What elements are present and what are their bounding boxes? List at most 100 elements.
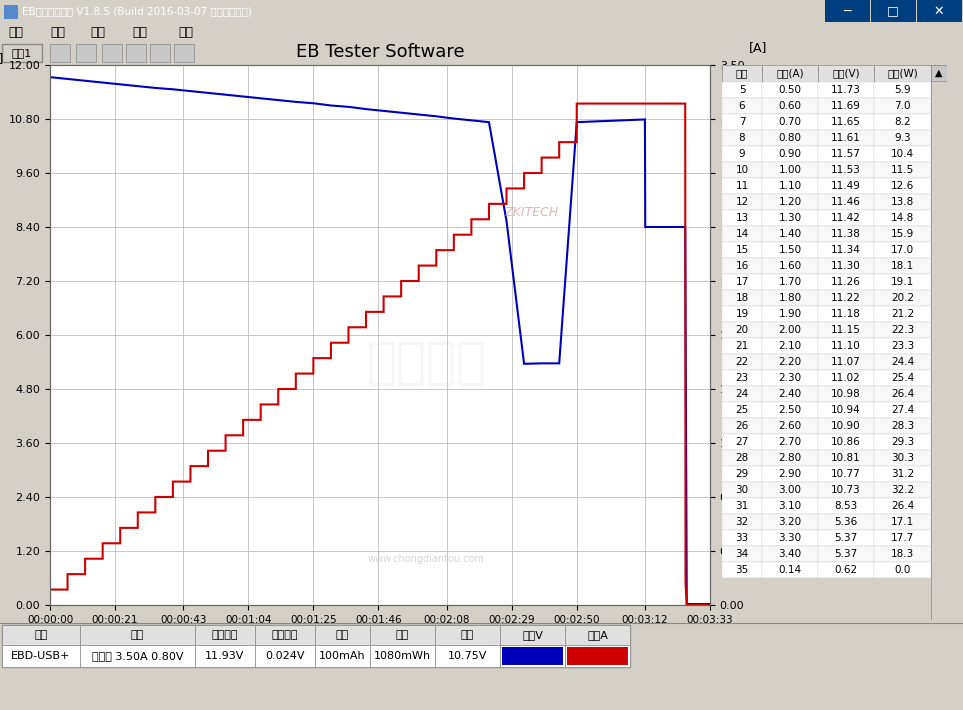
Text: 电压(V): 电压(V) — [832, 68, 860, 79]
Text: 5.36: 5.36 — [834, 517, 858, 527]
Bar — [722, 482, 762, 498]
Bar — [874, 370, 931, 386]
Text: 2.40: 2.40 — [778, 389, 801, 399]
Bar — [195, 645, 255, 667]
Bar — [874, 146, 931, 162]
Bar — [762, 194, 818, 210]
Text: 设置: 设置 — [132, 26, 147, 38]
Text: 2.30: 2.30 — [778, 373, 801, 383]
Text: 31: 31 — [736, 501, 748, 511]
Text: 1.10: 1.10 — [778, 181, 801, 191]
Text: ─: ─ — [844, 4, 850, 18]
Bar — [762, 514, 818, 530]
Bar — [818, 258, 874, 274]
Bar — [818, 242, 874, 258]
Bar — [762, 258, 818, 274]
Text: 1.70: 1.70 — [778, 277, 801, 287]
Bar — [722, 82, 762, 98]
Text: 28.3: 28.3 — [891, 421, 914, 431]
Bar — [818, 274, 874, 290]
Bar — [818, 290, 874, 306]
Bar — [874, 274, 931, 290]
Bar — [500, 645, 565, 667]
Bar — [762, 562, 818, 578]
Text: 恒电流 3.50A 0.80V: 恒电流 3.50A 0.80V — [91, 651, 183, 661]
Text: 曲线V: 曲线V — [522, 630, 543, 640]
Bar — [818, 450, 874, 466]
Text: 能量: 能量 — [396, 630, 409, 640]
Text: 11.61: 11.61 — [831, 133, 861, 143]
Text: 曲线A: 曲线A — [587, 630, 608, 640]
Bar — [567, 647, 628, 665]
Text: 26.4: 26.4 — [891, 501, 914, 511]
Text: 1080mWh: 1080mWh — [374, 651, 431, 661]
Text: 2.50: 2.50 — [778, 405, 801, 415]
Text: 9.3: 9.3 — [895, 133, 911, 143]
Text: 18.3: 18.3 — [891, 549, 914, 559]
Bar — [195, 625, 255, 645]
Bar — [722, 370, 762, 386]
Bar — [818, 514, 874, 530]
Text: 22.3: 22.3 — [891, 325, 914, 335]
Bar — [76, 44, 96, 62]
Bar — [874, 322, 931, 338]
Bar — [818, 338, 874, 354]
Text: 序号: 序号 — [736, 68, 748, 79]
Bar — [874, 226, 931, 242]
Bar — [762, 114, 818, 130]
Text: 功率(W): 功率(W) — [887, 68, 918, 79]
Text: 0.70: 0.70 — [778, 117, 801, 127]
Bar — [150, 44, 170, 62]
Text: 13: 13 — [736, 213, 748, 223]
Bar — [818, 98, 874, 114]
Text: ▲: ▲ — [935, 68, 943, 78]
Text: 起始电压: 起始电压 — [212, 630, 238, 640]
Text: □: □ — [887, 4, 898, 18]
Bar — [917, 0, 962, 22]
Bar — [874, 114, 931, 130]
Bar — [722, 546, 762, 562]
Bar — [874, 466, 931, 482]
Text: 11.10: 11.10 — [831, 341, 861, 351]
Text: 20: 20 — [736, 325, 748, 335]
Text: 10.90: 10.90 — [831, 421, 861, 431]
Text: 2.00: 2.00 — [778, 325, 801, 335]
Title: EB Tester Software: EB Tester Software — [296, 43, 464, 60]
Bar — [818, 306, 874, 322]
Bar — [722, 402, 762, 418]
Text: 27.4: 27.4 — [891, 405, 914, 415]
Text: 11.18: 11.18 — [831, 309, 861, 319]
Text: 23.3: 23.3 — [891, 341, 914, 351]
Text: 10.75V: 10.75V — [448, 651, 487, 661]
Text: 3.00: 3.00 — [778, 485, 801, 495]
Bar — [818, 498, 874, 514]
Bar — [762, 306, 818, 322]
Text: 29: 29 — [736, 469, 748, 479]
Bar — [722, 258, 762, 274]
Text: 10.73: 10.73 — [831, 485, 861, 495]
Text: 30.3: 30.3 — [891, 453, 914, 463]
Bar — [818, 418, 874, 434]
Text: 电流(A): 电流(A) — [776, 68, 804, 79]
Text: 11.07: 11.07 — [831, 357, 861, 367]
Text: 11.15: 11.15 — [831, 325, 861, 335]
Text: 系统: 系统 — [50, 26, 65, 38]
Bar — [874, 162, 931, 178]
Text: 15.9: 15.9 — [891, 229, 914, 239]
Text: 2.70: 2.70 — [778, 437, 801, 447]
Text: 2.80: 2.80 — [778, 453, 801, 463]
Bar — [762, 354, 818, 370]
Text: 19: 19 — [736, 309, 748, 319]
Bar — [174, 44, 194, 62]
Text: 10.77: 10.77 — [831, 469, 861, 479]
Bar — [722, 146, 762, 162]
Text: 2.20: 2.20 — [778, 357, 801, 367]
Bar — [722, 338, 762, 354]
Bar — [762, 274, 818, 290]
Bar — [874, 386, 931, 402]
Bar — [722, 210, 762, 226]
Text: 3.40: 3.40 — [778, 549, 801, 559]
Text: EBD-USB+: EBD-USB+ — [12, 651, 70, 661]
Text: 10: 10 — [736, 165, 748, 175]
Bar — [722, 290, 762, 306]
